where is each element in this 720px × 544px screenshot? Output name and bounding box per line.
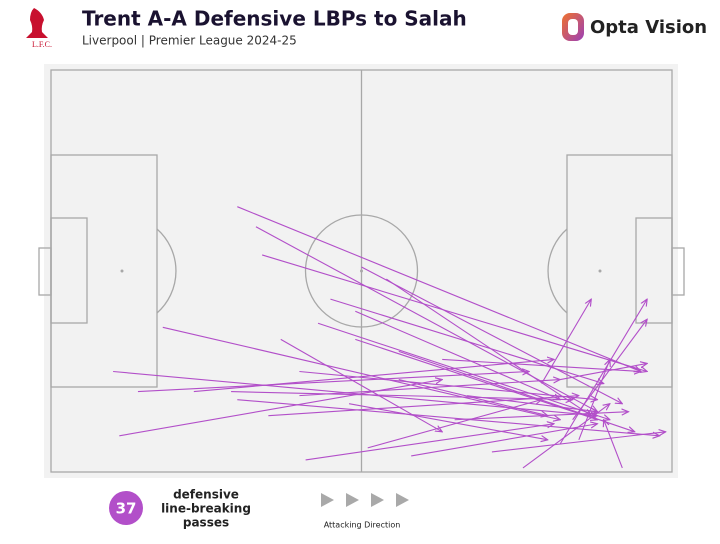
pass-arrow xyxy=(231,391,573,400)
pass-arrow xyxy=(237,206,641,372)
pass-arrow xyxy=(442,358,641,371)
pass-arrow xyxy=(604,420,623,469)
pass-arrow xyxy=(541,299,592,384)
club-crest: L.F.C. xyxy=(26,8,52,49)
direction-label: Attacking Direction xyxy=(324,521,401,530)
pass-arrow xyxy=(162,326,560,419)
pass-arrow xyxy=(317,322,610,419)
pass-arrow xyxy=(193,359,554,393)
pass-arrow xyxy=(280,338,442,431)
pass-arrow xyxy=(560,363,647,381)
pass-arrow xyxy=(386,278,591,416)
count-label: line-breaking xyxy=(161,502,251,516)
pass-arrow xyxy=(491,432,666,453)
brand-logo: Opta Vision xyxy=(562,13,707,41)
pass-arrow xyxy=(578,359,610,441)
pass-arrow xyxy=(119,380,442,437)
count-label: passes xyxy=(183,516,229,530)
pass-arrow xyxy=(261,254,647,372)
brand-name: Opta Vision xyxy=(590,17,707,38)
pass-arrow xyxy=(237,399,659,436)
pass-arrow xyxy=(467,395,597,412)
count-value: 37 xyxy=(116,500,137,518)
pass-arrow xyxy=(361,266,623,404)
count-label: defensive xyxy=(173,488,239,502)
pass-arrow xyxy=(348,403,548,440)
passes xyxy=(113,206,666,469)
pass-arrow xyxy=(305,424,554,461)
direction-arrows xyxy=(321,493,409,507)
club-badge-text: L.F.C. xyxy=(32,40,52,49)
count-badge xyxy=(109,491,143,525)
pass-arrow xyxy=(355,310,560,399)
pass-arrow xyxy=(572,319,648,421)
pass-arrow xyxy=(411,424,597,457)
pass-arrow xyxy=(299,370,597,400)
chart-subtitle: Liverpool | Premier League 2024-25 xyxy=(82,34,297,48)
chart-title: Trent A-A Defensive LBPs to Salah xyxy=(82,7,467,31)
